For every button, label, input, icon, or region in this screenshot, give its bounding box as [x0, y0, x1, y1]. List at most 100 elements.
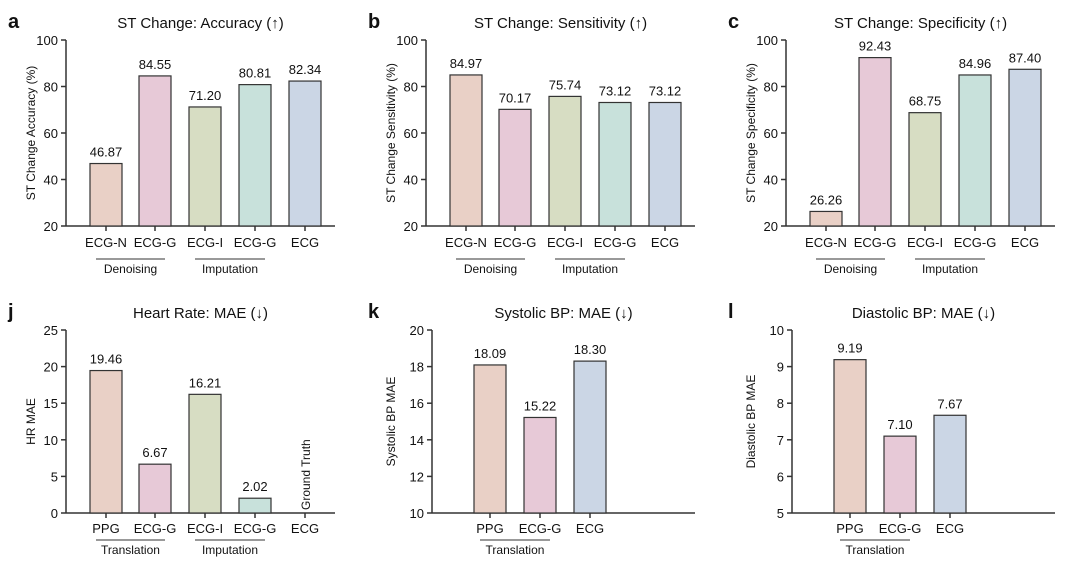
data-label: 75.74: [549, 77, 582, 92]
bar-ecg-g: [138, 463, 172, 514]
bar-ecg-g: [598, 101, 632, 227]
y-tick-label: 60: [44, 126, 58, 141]
y-axis-label: Systolic BP MAE: [384, 377, 398, 467]
x-tick-label: ECG-G: [494, 235, 537, 250]
x-tick-label: ECG-G: [134, 521, 177, 536]
panel-c: c ST Change: Specificity (↑) ST Change Spe…: [728, 11, 1055, 276]
group-label: Denoising: [824, 262, 877, 276]
data-label: 46.87: [90, 145, 123, 160]
panel-l: l Diastolic BP: MAE (↓) Diastolic BP MAE 5 6…: [728, 301, 1055, 557]
bar-ecg-n: [809, 210, 843, 227]
x-tick-label: PPG: [92, 521, 119, 536]
group-label: Imputation: [202, 262, 258, 276]
x-tick-label: ECG-I: [547, 235, 583, 250]
y-tick-label: 10: [410, 506, 424, 521]
y-tick-label: 100: [396, 33, 418, 48]
y-axis-label: ST Change Sensitivity (%): [384, 63, 398, 203]
panel-j: j Heart Rate: MAE (↓) HR MAE 0 5 10 15 20 25 PPG 1…: [7, 301, 335, 557]
x-tick-label: ECG-G: [519, 521, 562, 536]
data-label: 7.67: [937, 396, 962, 411]
panel-title: Heart Rate: MAE (↓): [133, 305, 268, 322]
y-tick-label: 10: [44, 433, 58, 448]
y-tick-label: 15: [44, 396, 58, 411]
data-label: 9.19: [837, 341, 862, 356]
y-tick-label: 100: [756, 33, 778, 48]
x-tick-label: ECG-G: [594, 235, 637, 250]
y-tick-label: 8: [777, 396, 784, 411]
data-label: 6.67: [142, 445, 167, 460]
bar-ecg-g: [523, 416, 557, 514]
data-label: 70.17: [499, 90, 532, 105]
panel-letter: a: [8, 11, 20, 33]
bar-ecg-i: [908, 112, 942, 227]
y-tick-label: 60: [404, 126, 418, 141]
x-tick-label: ECG: [291, 235, 319, 250]
y-tick-label: 20: [44, 360, 58, 375]
bar-ecg-g: [238, 497, 272, 514]
x-tick-label: ECG-G: [854, 235, 897, 250]
data-label: 18.09: [474, 346, 507, 361]
group-label: Imputation: [922, 262, 978, 276]
panel-a: a ST Change: Accuracy (↑) ST Change Accura…: [8, 11, 335, 276]
y-tick-label: 20: [44, 219, 58, 234]
data-label: 84.55: [139, 57, 172, 72]
bar-ecg: [648, 101, 682, 227]
x-tick-label: ECG-G: [954, 235, 997, 250]
panel-letter: c: [728, 11, 739, 33]
y-tick-label: 0: [51, 506, 58, 521]
bar-ecg-i: [188, 106, 222, 227]
data-label: 80.81: [239, 66, 272, 81]
data-label: 26.26: [810, 192, 843, 207]
data-label: 73.12: [599, 83, 632, 98]
panel-title: ST Change: Accuracy (↑): [117, 15, 283, 32]
bar-ecg-g: [238, 84, 272, 227]
x-tick-label: ECG: [291, 521, 319, 536]
group-label: Translation: [846, 543, 905, 557]
data-label: 84.96: [959, 56, 992, 71]
y-tick-label: 25: [44, 323, 58, 338]
x-tick-label: ECG-G: [879, 521, 922, 536]
y-tick-label: 10: [770, 323, 784, 338]
y-axis-label: ST Change Specificity (%): [744, 63, 758, 203]
bar-ecg: [1008, 68, 1042, 227]
bar-ecg-g: [498, 108, 532, 227]
y-tick-label: 20: [410, 323, 424, 338]
bar-ecg-i: [188, 393, 222, 514]
y-tick-label: 14: [410, 433, 424, 448]
group-label: Imputation: [202, 543, 258, 557]
panel-letter: k: [368, 301, 380, 323]
y-tick-label: 40: [44, 173, 58, 188]
panel-b: b ST Change: Sensitivity (↑) ST Change Sen…: [368, 11, 695, 276]
y-tick-label: 80: [404, 80, 418, 95]
data-label: 68.75: [909, 94, 942, 109]
data-label: 71.20: [189, 88, 222, 103]
y-axis-label: HR MAE: [24, 398, 38, 445]
x-tick-label: ECG: [1011, 235, 1039, 250]
y-tick-label: 5: [51, 469, 58, 484]
y-tick-label: 80: [764, 80, 778, 95]
x-tick-label: ECG: [936, 521, 964, 536]
panel-title: Systolic BP: MAE (↓): [494, 305, 632, 322]
x-tick-label: PPG: [836, 521, 863, 536]
data-label: Ground Truth: [299, 439, 313, 510]
y-tick-label: 7: [777, 433, 784, 448]
y-tick-label: 20: [764, 219, 778, 234]
group-label: Denoising: [104, 262, 157, 276]
y-tick-label: 16: [410, 396, 424, 411]
y-tick-label: 9: [777, 360, 784, 375]
bar-ecg-i: [548, 95, 582, 227]
group-label: Denoising: [464, 262, 517, 276]
data-label: 16.21: [189, 375, 222, 390]
y-tick-label: 100: [36, 33, 58, 48]
y-tick-label: 12: [410, 469, 424, 484]
panel-letter: j: [7, 301, 14, 323]
bar-ecg-g: [883, 435, 917, 514]
x-tick-label: ECG-N: [85, 235, 127, 250]
bar-ppg: [833, 359, 867, 514]
data-label: 19.46: [90, 352, 123, 367]
group-label: Imputation: [562, 262, 618, 276]
bar-ecg-n: [89, 162, 123, 227]
y-tick-label: 6: [777, 469, 784, 484]
x-tick-label: ECG-G: [234, 521, 277, 536]
